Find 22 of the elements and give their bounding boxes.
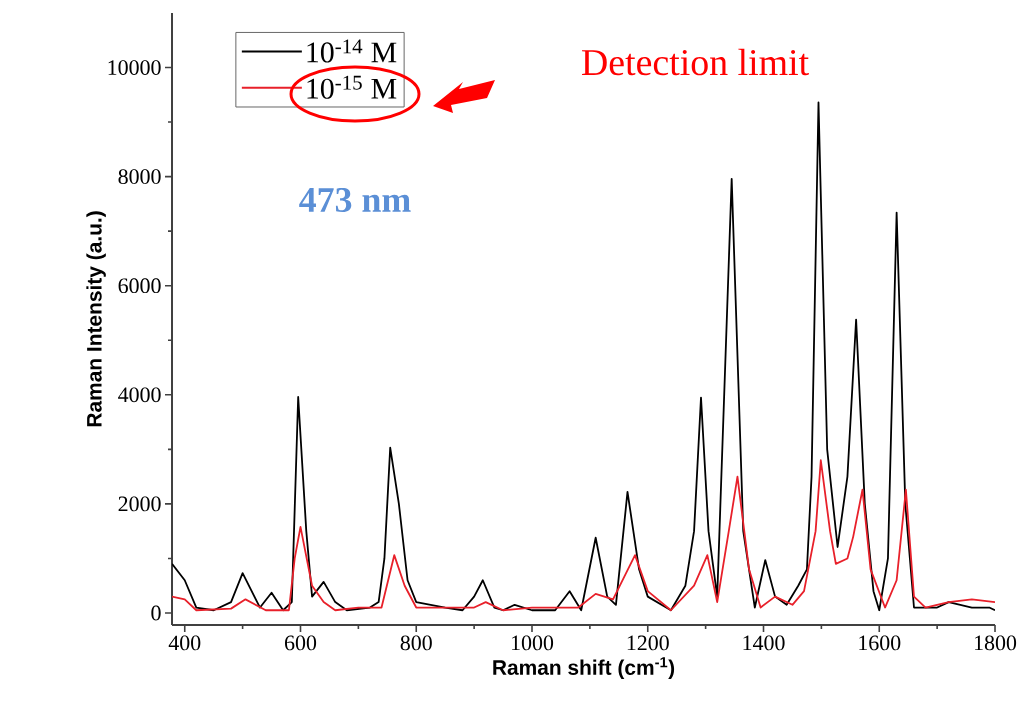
line-series [172,459,996,612]
y-tick-label: 0 [151,605,161,621]
annotation: Detection limit [582,48,809,76]
legend-label: 10$^{-15}$ M [307,75,397,99]
x-tick-label: 600 [284,635,317,651]
annotation: 473 nm [299,187,411,213]
y-tick-label: 10000 [108,60,161,75]
line-series [172,101,996,612]
legend-label: 10$^{-14}$ M [307,39,397,63]
y-tick-label: 8000 [118,169,161,185]
y-tick-label: 4000 [118,387,161,403]
x-tick-label: 1200 [627,635,669,651]
x-tick-label: 400 [168,635,201,651]
y-tick-label: 2000 [118,496,161,512]
x-tick-label: 1400 [743,635,785,651]
y-axis-title: Raman Intensity (a.u.) [86,211,106,427]
x-tick-label: 1800 [975,635,1017,651]
x-axis-title: Raman shift (cm$^{-1}$) [493,657,675,680]
x-tick-label: 800 [400,635,432,651]
y-tick-label: 6000 [118,278,161,294]
x-tick-label: 1600 [859,635,901,651]
x-tick-label: 1000 [512,635,554,651]
